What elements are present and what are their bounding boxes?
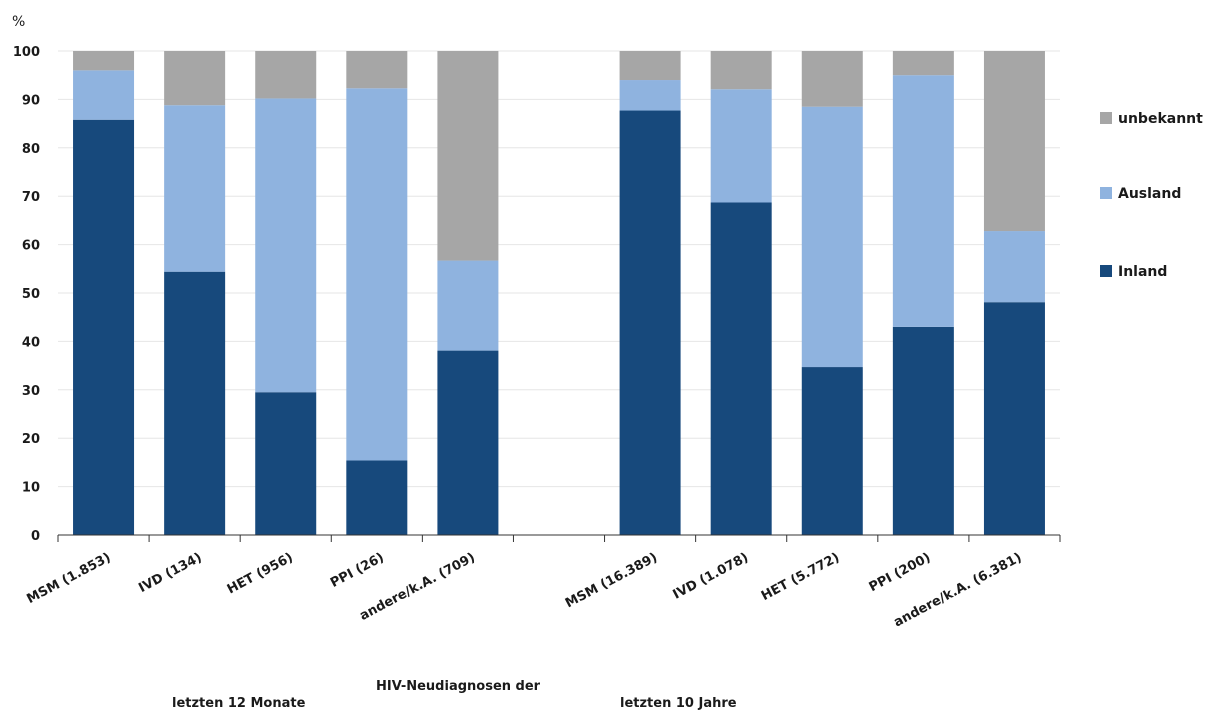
category-label: MSM (1.853) — [24, 550, 113, 607]
bar-segment-unbekannt — [437, 51, 499, 261]
bar-segment-inland — [437, 350, 499, 535]
bar-segment-inland — [801, 367, 863, 535]
category-label: MSM (16.389) — [563, 550, 660, 611]
category-label: PPI (200) — [867, 550, 934, 595]
bar-segment-ausland — [255, 98, 317, 393]
y-tick-label: 90 — [22, 93, 40, 108]
bar-segment-unbekannt — [73, 51, 135, 71]
bar-segment-ausland — [801, 106, 863, 368]
group-label-center: HIV-Neudiagnosen der — [376, 679, 541, 694]
category-label: PPI (26) — [328, 550, 387, 591]
category-label: HET (956) — [225, 550, 296, 597]
bar-segment-inland — [892, 326, 954, 535]
legend-swatch-ausland — [1100, 187, 1112, 199]
y-tick-label: 80 — [22, 142, 40, 157]
bar-segment-unbekannt — [346, 51, 408, 89]
legend-label-ausland: Ausland — [1118, 186, 1181, 202]
y-axis-unit-label: % — [12, 14, 25, 30]
bar-segment-ausland — [983, 231, 1045, 303]
y-tick-label: 0 — [31, 529, 40, 544]
bar-segment-ausland — [346, 88, 408, 461]
y-axis-ticks: 0 10 20 30 40 50 60 70 80 90 100 — [13, 45, 40, 544]
bar-segment-ausland — [892, 75, 954, 327]
group-label-left: letzten 12 Monate — [172, 696, 306, 711]
bar-segment-inland — [164, 271, 226, 535]
bars — [73, 51, 1045, 536]
bar-segment-ausland — [164, 105, 226, 272]
bar-segment-unbekannt — [619, 51, 681, 81]
bar-segment-inland — [346, 460, 408, 535]
bar-segment-unbekannt — [164, 51, 226, 106]
y-tick-label: 40 — [22, 335, 40, 350]
legend-swatch-unbekannt — [1100, 112, 1112, 124]
bar-segment-unbekannt — [892, 51, 954, 76]
x-axis-ticks — [57, 535, 1061, 542]
y-tick-label: 20 — [22, 432, 40, 447]
bar-segment-ausland — [73, 70, 135, 120]
legend-swatch-inland — [1100, 265, 1112, 277]
y-tick-label: 50 — [22, 287, 40, 302]
legend-label-inland: Inland — [1118, 264, 1167, 280]
bar-segment-inland — [73, 119, 135, 535]
category-label: HET (5.772) — [759, 550, 842, 604]
bar-segment-inland — [983, 302, 1045, 535]
category-labels: MSM (1.853) IVD (134) HET (956) PPI (26)and… — [24, 550, 1024, 630]
bar-segment-unbekannt — [801, 51, 863, 107]
bar-segment-unbekannt — [710, 51, 772, 90]
legend-label-unbekannt: unbekannt — [1118, 111, 1203, 127]
category-label: IVD (1.078) — [671, 550, 752, 602]
legend: unbekannt Ausland Inland — [1100, 111, 1203, 280]
y-tick-label: 10 — [22, 481, 40, 496]
bar-segment-inland — [710, 202, 772, 535]
y-tick-label: 30 — [22, 384, 40, 399]
group-label-right: letzten 10 Jahre — [620, 696, 737, 711]
bar-segment-ausland — [437, 260, 499, 351]
y-tick-label: 100 — [13, 45, 40, 60]
bar-segment-unbekannt — [983, 51, 1045, 232]
category-label: IVD (134) — [136, 550, 204, 596]
bar-segment-inland — [255, 392, 317, 535]
bar-segment-ausland — [619, 80, 681, 111]
y-tick-label: 60 — [22, 239, 40, 254]
bar-segment-inland — [619, 110, 681, 536]
bar-segment-ausland — [710, 89, 772, 203]
y-tick-label: 70 — [22, 190, 40, 205]
bar-segment-unbekannt — [255, 51, 317, 99]
